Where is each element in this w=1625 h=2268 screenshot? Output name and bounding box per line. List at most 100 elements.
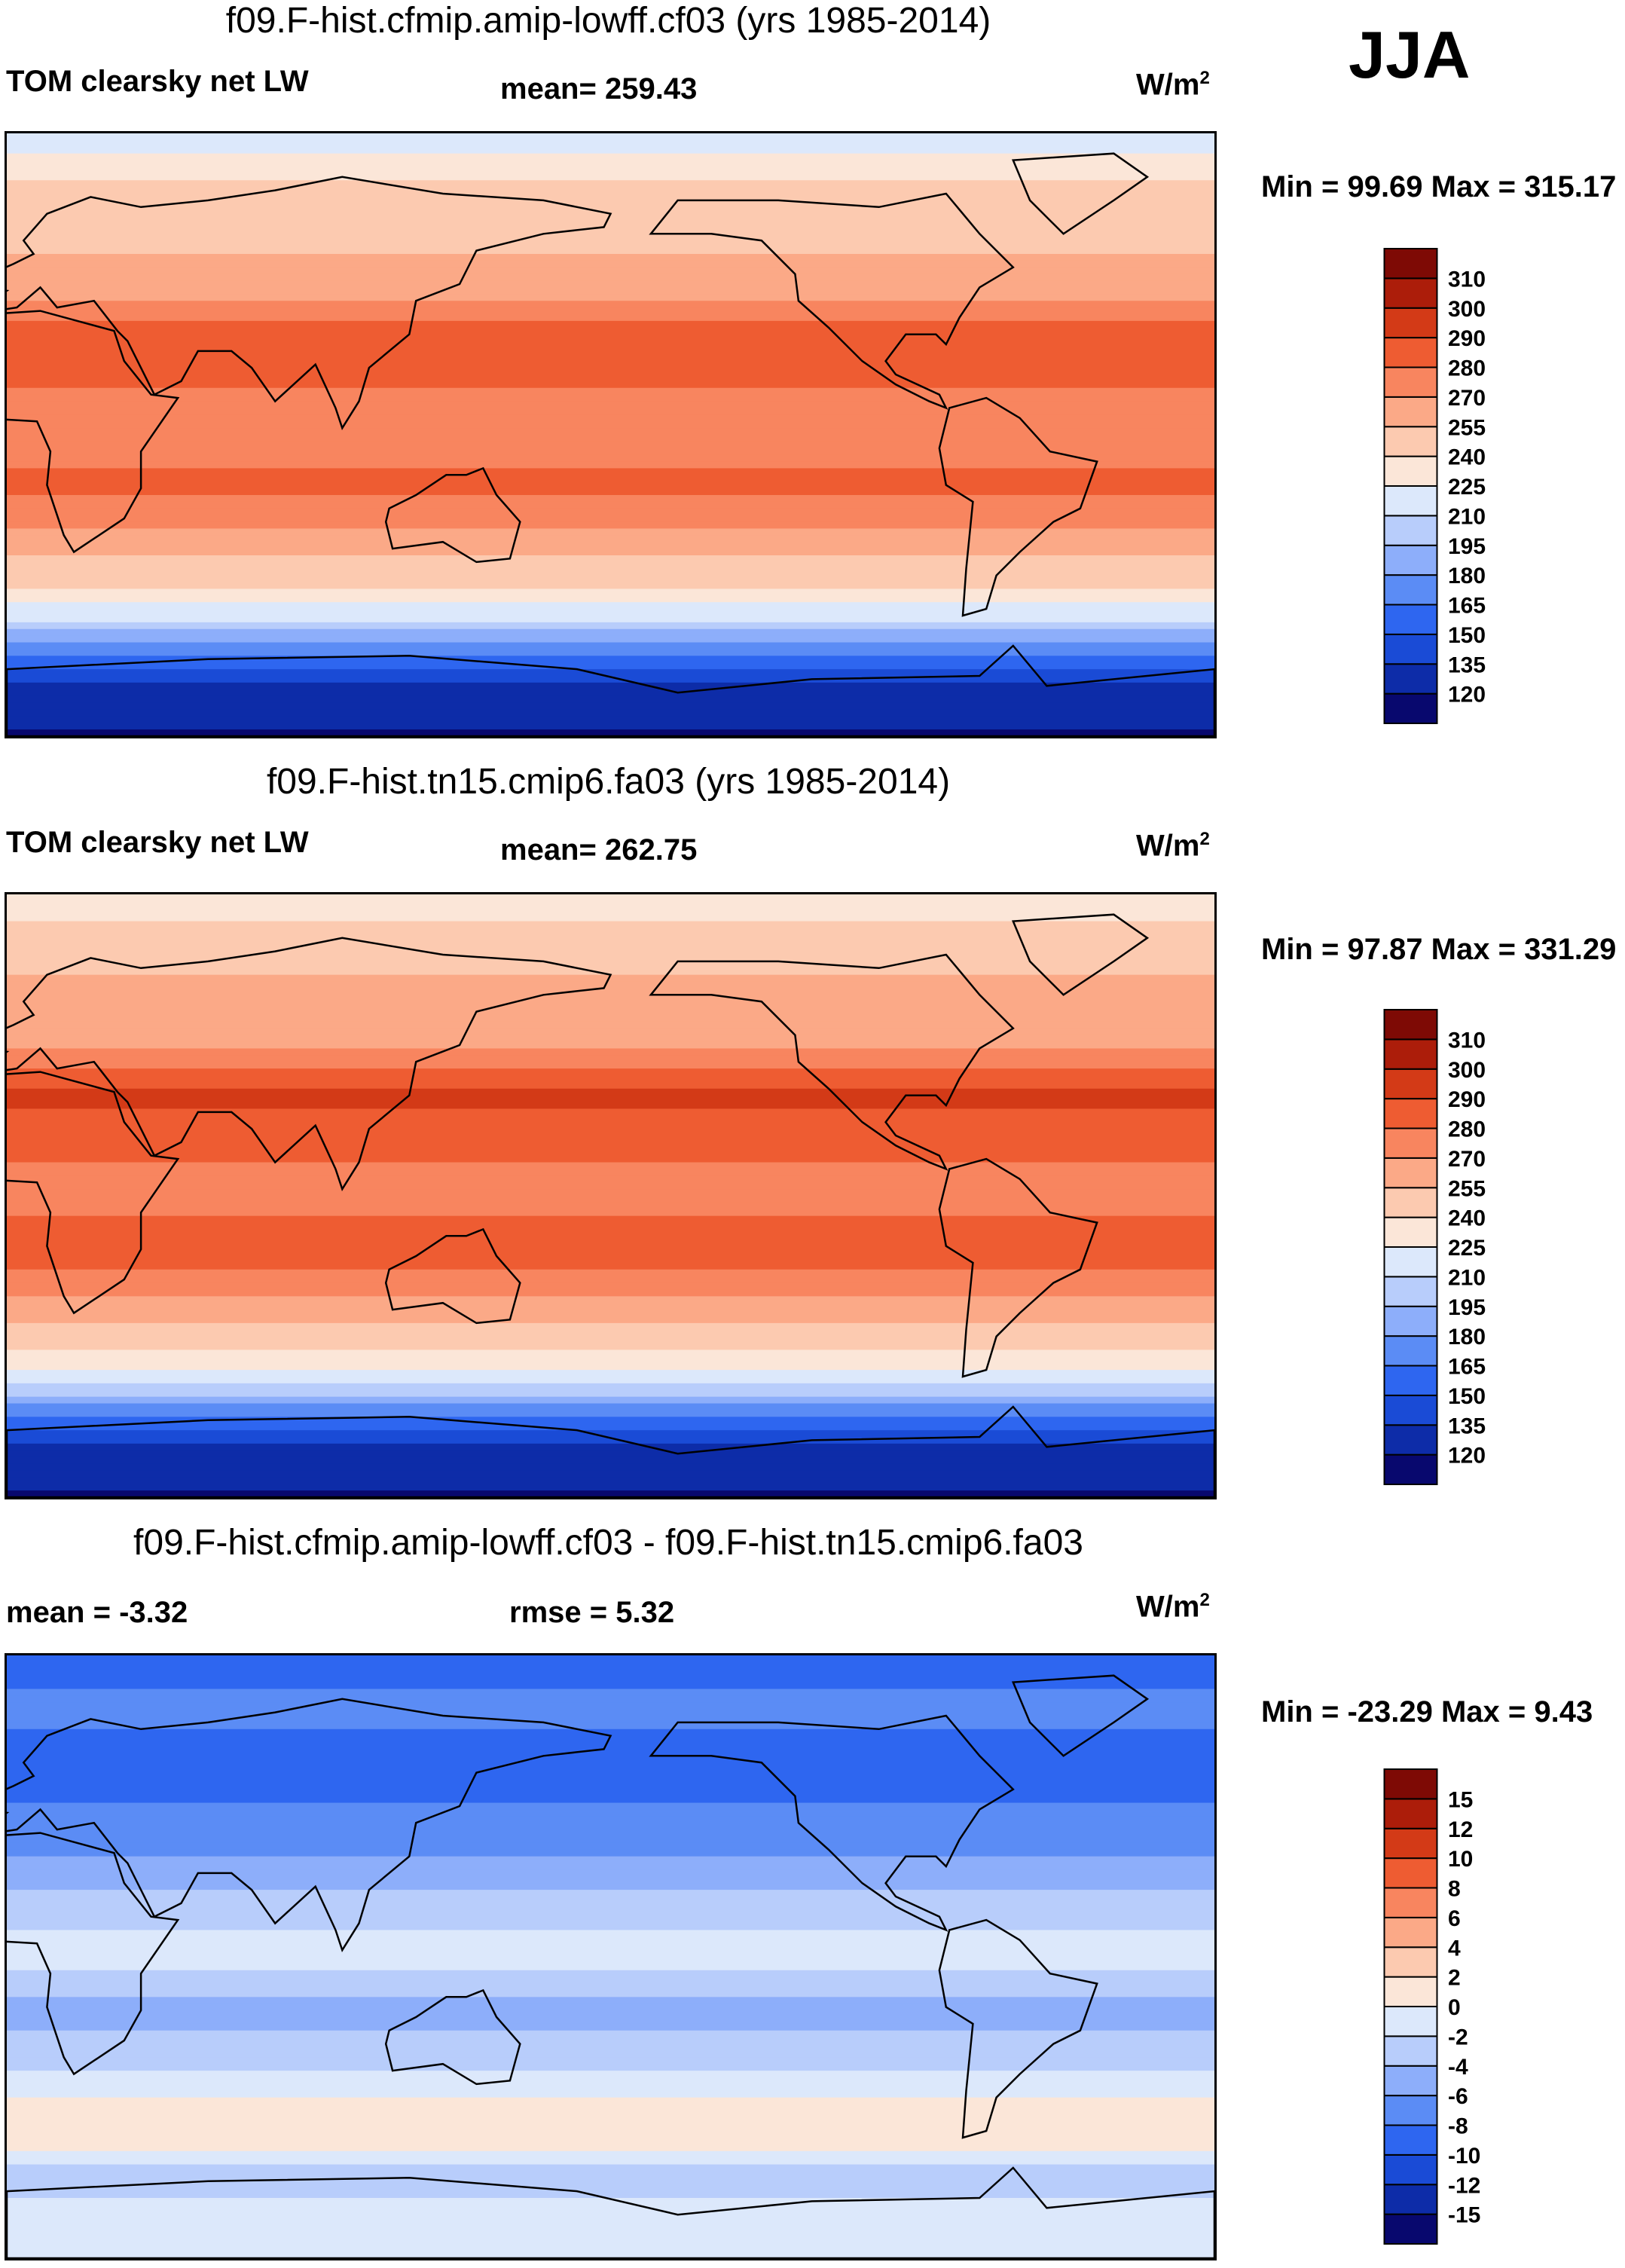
map-band bbox=[7, 2211, 1214, 2219]
map-band bbox=[7, 515, 1214, 523]
map-band bbox=[7, 1916, 1214, 1924]
map-band bbox=[7, 1450, 1214, 1458]
map-band bbox=[7, 206, 1214, 215]
colorbar-tick-label: 290 bbox=[1448, 1087, 1486, 1112]
map-band bbox=[7, 2184, 1214, 2193]
colorbar-swatch bbox=[1383, 485, 1438, 517]
colorbar-swatch bbox=[1383, 1216, 1438, 1248]
coastline-1 bbox=[7, 310, 180, 554]
map-band bbox=[7, 160, 1214, 168]
map-band bbox=[7, 1930, 1214, 1938]
map-band bbox=[7, 1923, 1214, 1931]
colorbar-tick-label: 240 bbox=[1448, 1206, 1486, 1231]
colorbar-swatch bbox=[1383, 396, 1438, 428]
map-band bbox=[7, 200, 1214, 208]
coastline-4 bbox=[938, 396, 1098, 617]
map-band bbox=[7, 1689, 1214, 1697]
map-band bbox=[7, 609, 1214, 616]
panel-1-mean: mean= 259.43 bbox=[500, 72, 698, 105]
map-band bbox=[7, 220, 1214, 228]
colorbar-swatch bbox=[1383, 455, 1438, 487]
map-band bbox=[7, 729, 1214, 736]
map-band bbox=[7, 187, 1214, 194]
map-band bbox=[7, 2218, 1214, 2226]
map-band bbox=[7, 314, 1214, 322]
map-band bbox=[7, 1437, 1214, 1444]
colorbar-tick-label: 195 bbox=[1448, 534, 1486, 559]
colorbar-tick-label: 290 bbox=[1448, 326, 1486, 351]
map-band bbox=[7, 921, 1214, 929]
coastline-2 bbox=[384, 466, 521, 564]
map-band bbox=[7, 1155, 1214, 1163]
map-band bbox=[7, 173, 1214, 182]
colorbar-swatch bbox=[1383, 1276, 1438, 1307]
map-band bbox=[7, 1675, 1214, 1683]
colorbar-tick-label: 240 bbox=[1448, 445, 1486, 470]
colorbar-swatch bbox=[1383, 1424, 1438, 1456]
colorbar-swatch bbox=[1383, 1335, 1438, 1367]
map-band bbox=[7, 2164, 1214, 2172]
map-band bbox=[7, 1222, 1214, 1230]
colorbar-swatch bbox=[1383, 1009, 1438, 1041]
map-band bbox=[7, 139, 1214, 148]
colorbar-swatch bbox=[1383, 1305, 1438, 1337]
coastline-4 bbox=[938, 1157, 1098, 1378]
map-band bbox=[7, 535, 1214, 543]
map-band bbox=[7, 2245, 1214, 2253]
map-band bbox=[7, 1809, 1214, 1817]
map-band bbox=[7, 1215, 1214, 1224]
map-band bbox=[7, 1316, 1214, 1324]
map-band bbox=[7, 988, 1214, 996]
map-band bbox=[7, 1890, 1214, 1897]
map-band bbox=[7, 1396, 1214, 1405]
colorbar-tick-label: 195 bbox=[1448, 1295, 1486, 1320]
colorbar-tick-label: -12 bbox=[1448, 2173, 1480, 2198]
map-band bbox=[7, 1403, 1214, 1411]
colorbar-tick-label: 210 bbox=[1448, 504, 1486, 529]
map-band bbox=[7, 2150, 1214, 2159]
map-band bbox=[7, 1249, 1214, 1257]
colorbar-tick-label: 255 bbox=[1448, 1176, 1486, 1201]
colorbar-swatch bbox=[1383, 574, 1438, 606]
coastline-0 bbox=[7, 937, 612, 1192]
map-band bbox=[7, 948, 1214, 955]
map-band bbox=[7, 274, 1214, 282]
panel-3-map bbox=[5, 1653, 1217, 2260]
colorbar-tick-label: 180 bbox=[1448, 564, 1486, 588]
map-band bbox=[7, 2191, 1214, 2199]
colorbar-swatch bbox=[1383, 1887, 1438, 1918]
colorbar-tick-label: 120 bbox=[1448, 1444, 1486, 1469]
map-band bbox=[7, 1769, 1214, 1777]
colorbar-tick-label: 15 bbox=[1448, 1787, 1473, 1812]
map-band bbox=[7, 1088, 1214, 1096]
map-band bbox=[7, 133, 1214, 141]
map-band bbox=[7, 981, 1214, 989]
map-band bbox=[7, 1655, 1214, 1663]
map-band bbox=[7, 2083, 1214, 2092]
map-band bbox=[7, 914, 1214, 922]
colorbar-swatch bbox=[1383, 366, 1438, 398]
map-band bbox=[7, 602, 1214, 610]
colorbar-swatch bbox=[1383, 515, 1438, 546]
map-band bbox=[7, 595, 1214, 604]
map-band bbox=[7, 240, 1214, 249]
map-band bbox=[7, 1463, 1214, 1472]
map-band bbox=[7, 1148, 1214, 1157]
map-band bbox=[7, 368, 1214, 375]
map-band bbox=[7, 1102, 1214, 1110]
coastline-5 bbox=[1011, 913, 1150, 996]
map-band bbox=[7, 1716, 1214, 1723]
map-band bbox=[7, 1842, 1214, 1851]
map-band bbox=[7, 294, 1214, 302]
map-band bbox=[7, 1869, 1214, 1878]
colorbar-tick-label: 165 bbox=[1448, 1355, 1486, 1380]
map-band bbox=[7, 1897, 1214, 1904]
map-band bbox=[7, 2010, 1214, 2018]
map-band bbox=[7, 967, 1214, 976]
colorbar-tick-label: 300 bbox=[1448, 1058, 1486, 1083]
map-band bbox=[7, 307, 1214, 315]
map-band bbox=[7, 2057, 1214, 2065]
map-band bbox=[7, 2077, 1214, 2085]
map-band bbox=[7, 421, 1214, 429]
map-band bbox=[7, 1256, 1214, 1264]
